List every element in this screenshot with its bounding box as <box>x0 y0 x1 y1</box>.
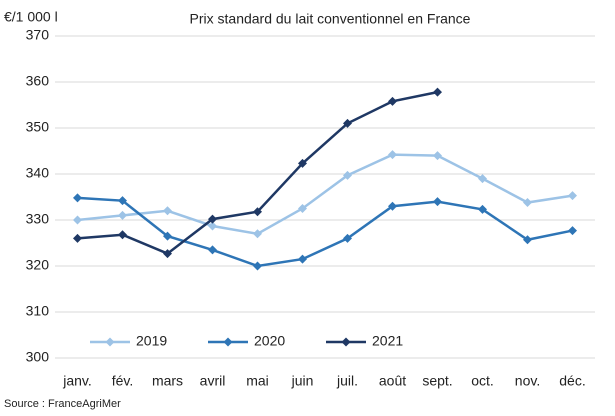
point-marker <box>343 170 352 180</box>
x-tick-label: mars <box>152 373 183 389</box>
legend-marker <box>341 337 351 347</box>
point-marker <box>208 245 217 255</box>
x-tick-label: déc. <box>559 373 585 389</box>
point-marker <box>253 261 262 271</box>
point-marker <box>433 151 442 161</box>
point-marker <box>388 201 397 211</box>
legend-marker <box>105 337 115 347</box>
point-marker <box>433 87 442 97</box>
point-marker <box>253 229 262 239</box>
source: Source : FranceAgriMer <box>4 398 121 410</box>
point-marker <box>163 206 172 216</box>
series-line <box>77 196 573 268</box>
series-line <box>77 153 573 236</box>
point-marker <box>73 215 82 225</box>
point-marker <box>298 254 307 264</box>
point-marker <box>433 197 442 207</box>
point-marker <box>73 193 82 203</box>
x-tick-label: août <box>379 373 406 389</box>
x-tick-label: oct. <box>471 373 494 389</box>
legend-label: 2021 <box>372 333 403 349</box>
y-axis-unit: €/1 000 l <box>4 9 58 25</box>
y-tick-label: 350 <box>26 119 50 135</box>
point-marker <box>118 210 127 220</box>
legend-label: 2020 <box>254 333 285 349</box>
y-tick-label: 360 <box>26 73 50 89</box>
y-tick-label: 310 <box>26 303 50 319</box>
y-tick-label: 370 <box>26 27 50 43</box>
x-tick-label: mai <box>246 373 269 389</box>
point-marker <box>568 226 577 236</box>
point-marker <box>208 214 217 224</box>
legend-label: 2019 <box>136 333 167 349</box>
point-marker <box>568 191 577 201</box>
point-marker <box>163 249 172 259</box>
point-marker <box>523 235 532 245</box>
point-marker <box>343 118 352 128</box>
point-marker <box>478 204 487 214</box>
point-marker <box>118 230 127 240</box>
x-tick-label: juin <box>291 373 314 389</box>
y-tick-label: 340 <box>26 165 50 181</box>
point-marker <box>208 221 217 231</box>
point-marker <box>388 96 397 106</box>
x-tick-label: sept. <box>422 373 452 389</box>
point-marker <box>163 231 172 241</box>
chart-title: Prix standard du lait conventionnel en F… <box>190 11 471 27</box>
point-marker <box>523 198 532 208</box>
point-marker <box>298 204 307 213</box>
point-marker <box>73 233 82 243</box>
x-tick-label: janv. <box>62 373 92 389</box>
point-marker <box>253 207 262 217</box>
point-marker <box>388 150 397 160</box>
point-marker <box>478 174 487 184</box>
x-tick-label: fév. <box>112 373 134 389</box>
x-tick-label: nov. <box>515 373 540 389</box>
legend-marker <box>223 337 233 347</box>
y-tick-label: 330 <box>26 211 50 227</box>
y-tick-label: 320 <box>26 257 50 273</box>
point-marker <box>298 158 307 168</box>
x-tick-label: juil. <box>336 373 358 389</box>
point-marker <box>118 196 127 206</box>
y-tick-label: 300 <box>26 349 50 365</box>
x-tick-label: avril <box>200 373 226 389</box>
point-marker <box>343 233 352 243</box>
